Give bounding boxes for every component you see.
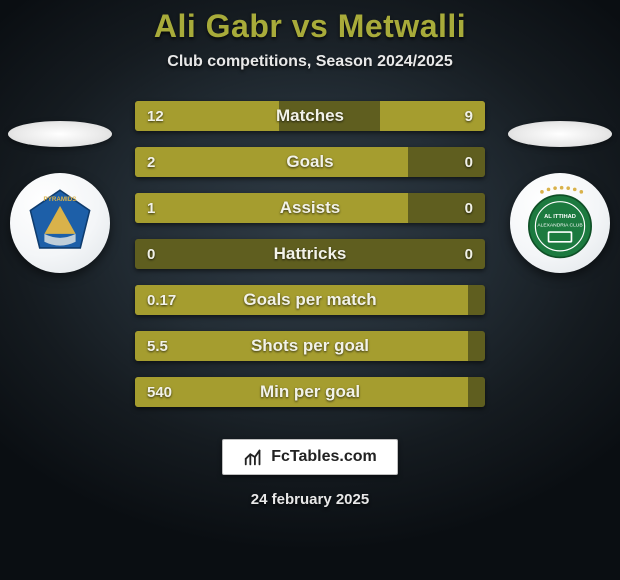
stat-row: Matches129 [135,101,485,131]
player-left-photo-placeholder [8,121,112,147]
page-title: Ali Gabr vs Metwalli [0,8,620,45]
stat-bar-left-fill [135,193,408,223]
player-left-club-badge: PYRAMIDS [10,173,110,273]
player-right-club-badge: AL ITTIHAD ALEXANDRIA CLUB [510,173,610,273]
stat-bar-left-fill [135,101,279,131]
stat-bar-track [135,239,485,269]
chart-icon [243,446,265,468]
stat-row: Shots per goal5.5 [135,331,485,361]
comparison-card: Ali Gabr vs Metwalli Club competitions, … [0,0,620,580]
player-right-photo-placeholder [508,121,612,147]
svg-text:AL ITTIHAD: AL ITTIHAD [544,214,576,220]
stat-bar-left-fill [135,377,468,407]
stat-bar-left-fill [135,331,468,361]
stat-row: Hattricks00 [135,239,485,269]
stat-row: Goals per match0.17 [135,285,485,315]
stat-bar-right-fill [380,101,485,131]
stat-bar-left-fill [135,147,408,177]
svg-text:ALEXANDRIA CLUB: ALEXANDRIA CLUB [537,222,583,228]
brand-badge[interactable]: FcTables.com [222,439,398,475]
player-right-column: AL ITTIHAD ALEXANDRIA CLUB [500,101,620,431]
stat-bar-left-fill [135,285,468,315]
player-left-column: PYRAMIDS [0,101,120,431]
footer-date: 24 february 2025 [0,491,620,508]
stat-row: Goals20 [135,147,485,177]
page-subtitle: Club competitions, Season 2024/2025 [0,53,620,71]
pyramids-badge-icon: PYRAMIDS [21,184,99,262]
alittihad-badge-icon: AL ITTIHAD ALEXANDRIA CLUB [519,182,601,264]
comparison-arena: PYRAMIDS AL ITTIHAD ALEXANDRIA CLUB [0,101,620,431]
stat-row: Assists10 [135,193,485,223]
brand-text: FcTables.com [271,448,377,466]
stat-row: Min per goal540 [135,377,485,407]
stat-bars: Matches129 Goals20 Assists10 Hattricks00 Goa… [135,101,485,423]
svg-text:PYRAMIDS: PYRAMIDS [44,196,77,203]
